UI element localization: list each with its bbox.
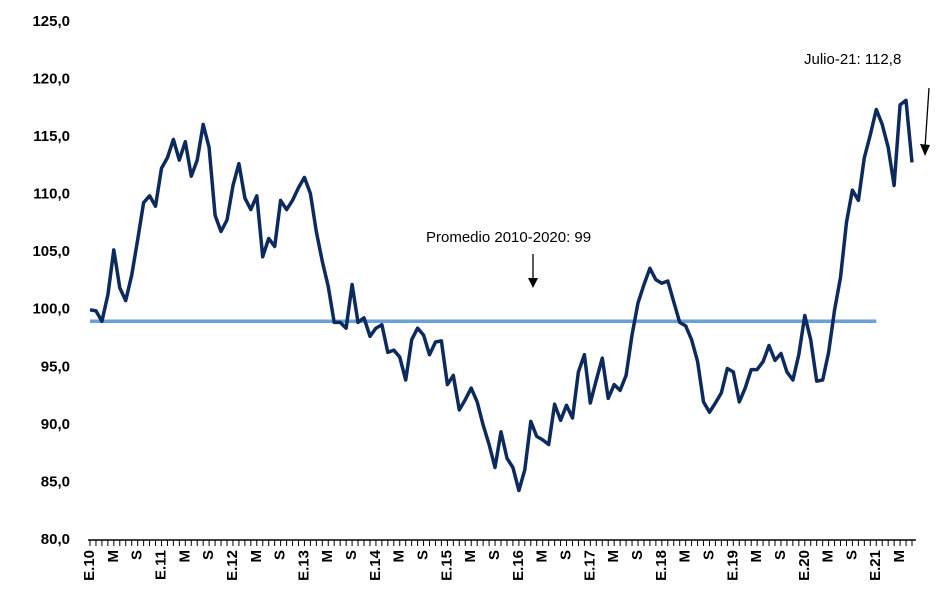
y-tick-label: 125,0 [32,13,70,30]
y-tick-label: 90,0 [41,416,70,433]
x-tick-label: E.21 [867,550,884,581]
x-tick-label: E.10 [81,550,98,581]
x-tick-label: E.18 [653,550,670,581]
y-tick-label: 95,0 [41,358,70,375]
x-tick-label: M [176,550,193,563]
annotation: Julio-21: 112,8 [804,51,901,68]
x-tick-label: E.16 [510,550,527,581]
x-tick-label: S [629,550,646,560]
x-tick-label: M [748,550,765,563]
annotation-arrow [924,87,930,149]
x-tick-label: M [319,550,336,563]
x-tick-label: E.19 [724,550,741,581]
x-tick-label: E.14 [367,549,384,581]
series-line [89,98,914,493]
x-tick-label: E.12 [224,550,241,581]
x-tick-label: E.17 [581,550,598,581]
arrow-head [528,278,538,288]
x-tick-label: M [391,550,408,563]
x-tick-label: E.20 [796,550,813,581]
x-tick-label: M [891,550,908,563]
x-tick-label: S [415,550,432,560]
arrow-head [920,144,930,156]
x-tick-label: S [700,550,717,560]
y-tick-label: 120,0 [32,71,70,88]
x-tick-label: M [248,550,265,563]
y-tick-label: 80,0 [41,531,70,548]
x-tick-label: S [200,550,217,560]
x-tick-label: M [677,550,694,563]
y-tick-label: 110,0 [33,186,70,203]
y-tick-label: 100,0 [32,301,70,318]
x-tick-label: E.11 [152,550,169,580]
x-tick-label: S [772,550,789,560]
x-tick-label: S [843,550,860,560]
y-tick-label: 105,0 [32,243,70,260]
x-tick-label: E.13 [295,550,312,581]
x-tick-label: S [343,550,360,560]
y-tick-label: 115,0 [33,128,70,145]
x-tick-label: S [129,550,146,560]
x-tick-label: S [272,550,289,560]
x-tick-label: S [486,550,503,560]
annotation: Promedio 2010-2020: 99 [426,229,591,246]
x-tick-label: M [105,550,122,563]
x-tick-label: S [557,550,574,560]
x-tick-label: M [534,550,551,563]
x-tick-label: M [605,550,622,563]
y-tick-label: 85,0 [41,473,70,490]
x-tick-label: M [462,550,479,563]
x-tick-label: M [820,550,837,563]
x-tick-label: E.15 [438,550,455,581]
